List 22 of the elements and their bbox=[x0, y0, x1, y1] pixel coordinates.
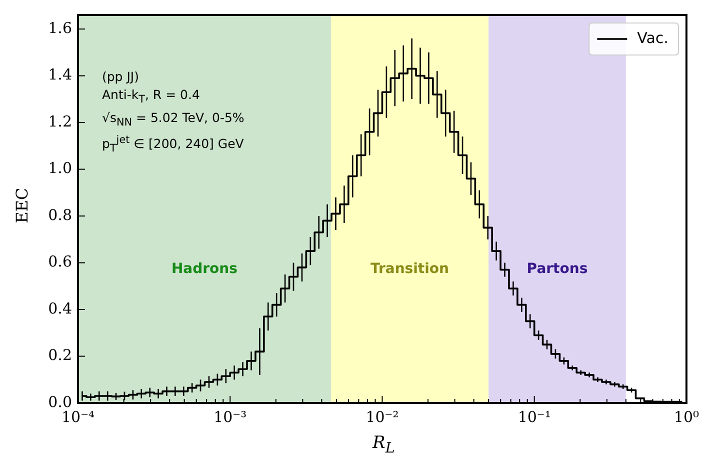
y-tick-label: 0.4 bbox=[48, 299, 72, 318]
x-axis-title: R$_{L}$ bbox=[372, 433, 395, 456]
y-tick-label: 1.2 bbox=[48, 112, 72, 130]
y-tick-label: 1.6 bbox=[48, 18, 72, 37]
x-tick-label: 10⁻² bbox=[366, 408, 399, 426]
x-tick-label: 10⁻¹ bbox=[518, 408, 551, 426]
y-tick-label: 0.8 bbox=[48, 206, 72, 224]
y-tick-label: 0.6 bbox=[48, 252, 72, 271]
legend-label: Vac. bbox=[637, 28, 668, 47]
annotation: √s$_{NN}$ = 5.02 TeV, 0-5% bbox=[102, 108, 244, 130]
annotation: p$_{T}$$^{jet}$ ∈ [200, 240] GeV bbox=[102, 133, 244, 157]
band-label: Hadrons bbox=[171, 260, 238, 277]
band-label: Partons bbox=[526, 260, 588, 277]
y-axis-title: EEC bbox=[12, 188, 32, 224]
y-tick-label: 0.2 bbox=[48, 346, 72, 364]
band-label: Transition bbox=[370, 260, 450, 277]
y-tick-label: 1.4 bbox=[48, 66, 72, 84]
x-tick-label: 10⁰ bbox=[674, 408, 700, 426]
y-tick-label: 1.0 bbox=[48, 159, 72, 178]
annotation: (pp JJ) bbox=[102, 68, 140, 86]
annotation: Anti-k$_{T}$, R = 0.4 bbox=[102, 86, 201, 108]
x-tick-label: 10⁻³ bbox=[214, 408, 247, 426]
